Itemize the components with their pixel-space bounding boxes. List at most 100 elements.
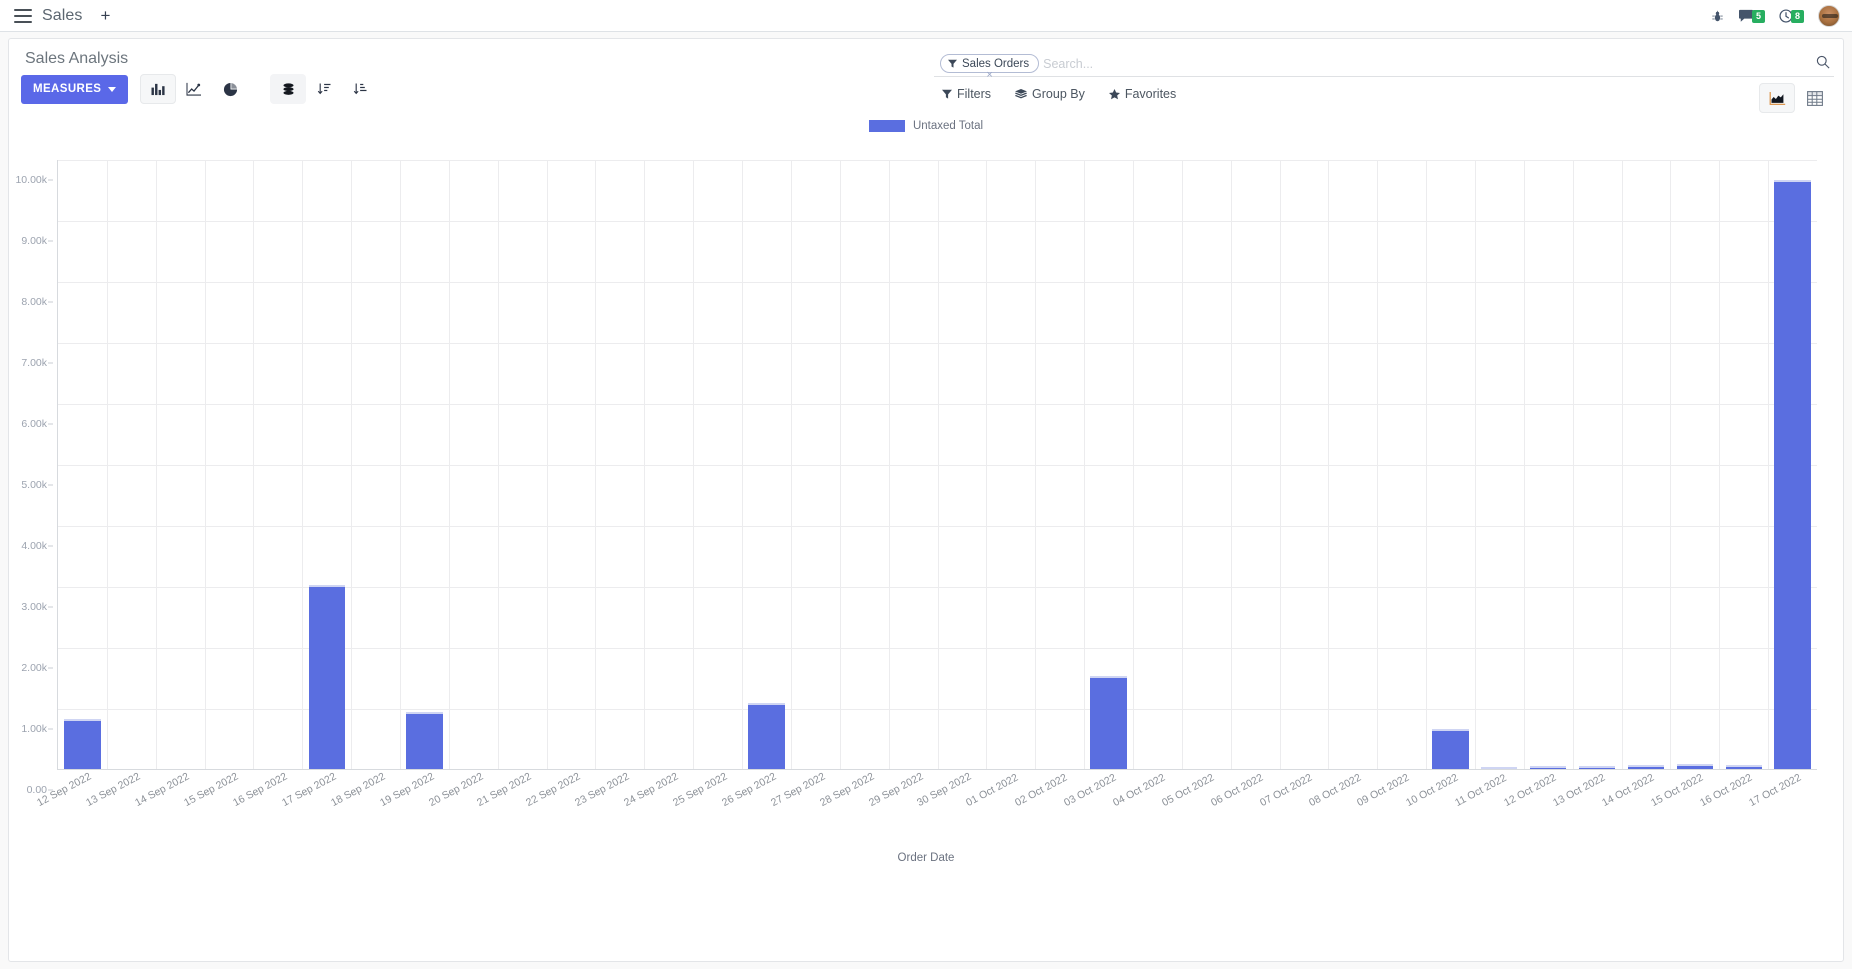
y-axis-tick-mark bbox=[48, 667, 53, 669]
gridline-vertical bbox=[839, 160, 841, 769]
search-box[interactable]: Sales Orders × bbox=[934, 51, 1834, 81]
gridline-vertical bbox=[595, 160, 597, 769]
chart-legend: Untaxed Total bbox=[9, 110, 1843, 132]
gridline-vertical bbox=[1084, 160, 1086, 769]
y-axis-tick-mark bbox=[48, 484, 53, 486]
group-by-dropdown[interactable]: Group By bbox=[1015, 87, 1085, 101]
chart-bar[interactable] bbox=[1579, 766, 1616, 769]
gridline-vertical bbox=[351, 160, 353, 769]
x-axis-tick-label: 18 Sep 2022 bbox=[328, 770, 388, 810]
sort-descending-icon[interactable] bbox=[306, 74, 342, 104]
x-axis-tick-label: 04 Oct 2022 bbox=[1111, 771, 1168, 810]
measures-label: MEASURES bbox=[33, 83, 102, 95]
y-axis-tick-label: 0.00 bbox=[26, 784, 47, 796]
chevron-down-icon bbox=[108, 86, 117, 92]
filters-dropdown[interactable]: Filters bbox=[942, 87, 991, 101]
app-brand-sales[interactable]: Sales bbox=[42, 6, 83, 24]
chart-bar[interactable] bbox=[1627, 765, 1665, 769]
y-axis-tick-mark bbox=[48, 423, 53, 425]
gridline-vertical bbox=[448, 160, 450, 769]
gridline-vertical bbox=[1377, 160, 1379, 769]
x-axis-tick-label: 13 Oct 2022 bbox=[1551, 771, 1608, 810]
y-axis-tick-label: 2.00k bbox=[21, 662, 47, 674]
plot-area bbox=[57, 160, 1817, 770]
x-axis-tick-label: 01 Oct 2022 bbox=[964, 771, 1021, 810]
filter-icon bbox=[948, 59, 957, 68]
x-axis-tick-label: 26 Sep 2022 bbox=[719, 770, 779, 810]
legend-label-untaxed-total: Untaxed Total bbox=[912, 120, 984, 132]
user-avatar[interactable] bbox=[1818, 5, 1840, 27]
activities-count-badge: 8 bbox=[1791, 9, 1804, 23]
y-axis-tick-mark bbox=[48, 179, 53, 181]
x-axis-tick-label: 05 Oct 2022 bbox=[1159, 771, 1217, 810]
messages-menu[interactable]: 5 bbox=[1738, 9, 1765, 23]
chart-bar[interactable] bbox=[1090, 675, 1127, 769]
x-axis-tick-label: 11 Oct 2022 bbox=[1453, 771, 1509, 810]
gridline-vertical bbox=[1230, 160, 1232, 769]
bar-chart-icon[interactable] bbox=[140, 74, 177, 104]
search-icon[interactable] bbox=[1816, 55, 1830, 74]
line-chart-icon[interactable] bbox=[176, 74, 212, 104]
control-panel: Sales Analysis MEASURES bbox=[9, 39, 1843, 113]
chart-bar[interactable] bbox=[64, 718, 101, 769]
x-axis-tick-label: 08 Oct 2022 bbox=[1306, 771, 1363, 810]
chart-bar[interactable] bbox=[748, 702, 785, 769]
x-axis-tick-label: 16 Sep 2022 bbox=[231, 770, 290, 810]
chart-bar[interactable] bbox=[406, 711, 443, 769]
favorites-dropdown[interactable]: Favorites bbox=[1108, 87, 1176, 101]
chart-bar[interactable] bbox=[308, 585, 345, 769]
view-switcher bbox=[1759, 83, 1833, 113]
bug-icon[interactable] bbox=[1711, 10, 1724, 23]
activities-menu[interactable]: 8 bbox=[1779, 9, 1804, 23]
gridline-vertical bbox=[1132, 160, 1134, 769]
x-axis-labels: 12 Sep 2022 13 Sep 2022 14 Sep 2022 15 Sep … bbox=[36, 770, 1817, 844]
stacked-icon[interactable] bbox=[270, 74, 307, 104]
chart-bar[interactable] bbox=[1725, 765, 1762, 769]
y-axis-tick-label: 9.00k bbox=[21, 235, 47, 247]
x-axis-tick-label: 13 Sep 2022 bbox=[84, 770, 143, 810]
y-axis-tick-label: 1.00k bbox=[21, 723, 47, 735]
gridline-vertical bbox=[1670, 160, 1672, 769]
chart-bar[interactable] bbox=[1530, 766, 1567, 769]
chart-bar[interactable] bbox=[1432, 728, 1469, 769]
filter-icon bbox=[942, 89, 952, 99]
gridline-vertical bbox=[790, 160, 792, 769]
chart-bar[interactable] bbox=[1481, 766, 1518, 769]
y-axis-tick-mark bbox=[48, 545, 53, 547]
control-panel-buttons: MEASURES bbox=[21, 74, 1831, 104]
pivot-view-icon[interactable] bbox=[1797, 83, 1833, 113]
gridline-vertical bbox=[986, 160, 988, 769]
chart-bar[interactable] bbox=[1774, 180, 1811, 769]
graph-view-icon[interactable] bbox=[1759, 83, 1795, 113]
x-axis-tick-label: 21 Sep 2022 bbox=[475, 770, 534, 810]
x-axis-tick-label: 30 Sep 2022 bbox=[915, 770, 974, 810]
close-icon[interactable]: × bbox=[986, 69, 993, 81]
x-axis-tick-label: 09 Oct 2022 bbox=[1355, 771, 1412, 810]
search-input[interactable] bbox=[1043, 56, 1834, 71]
y-axis-tick-mark bbox=[48, 301, 53, 303]
x-axis-tick-label: 17 Sep 2022 bbox=[279, 770, 339, 810]
measures-dropdown-button[interactable]: MEASURES bbox=[21, 74, 129, 104]
gridline-vertical bbox=[742, 160, 744, 769]
gridline-vertical bbox=[644, 160, 646, 769]
pie-chart-icon[interactable] bbox=[212, 74, 248, 104]
new-tab-button[interactable]: + bbox=[100, 6, 111, 25]
search-panel: Sales Orders × Filters bbox=[934, 51, 1834, 101]
gridline-vertical bbox=[1035, 160, 1037, 769]
chart-bar[interactable] bbox=[1676, 764, 1713, 769]
top-navbar: Sales + 5 8 bbox=[0, 0, 1852, 32]
x-axis-tick-label: 28 Sep 2022 bbox=[817, 770, 876, 810]
sort-ascending-icon[interactable] bbox=[342, 74, 378, 104]
x-axis-tick-label: 27 Sep 2022 bbox=[768, 770, 828, 810]
search-facet-sales-orders[interactable]: Sales Orders × bbox=[940, 54, 1040, 81]
group-by-label: Group By bbox=[1032, 87, 1085, 101]
graph-view: Untaxed Total 0.00 1.00k 2.00k 3.00k 4.00k 5.… bbox=[9, 110, 1843, 961]
chart-type-group bbox=[140, 74, 248, 104]
gridline-vertical bbox=[693, 160, 695, 769]
y-axis-tick-mark bbox=[48, 240, 53, 242]
x-axis-tick-label: 24 Sep 2022 bbox=[622, 770, 681, 810]
gridline-vertical bbox=[1768, 160, 1770, 769]
hamburger-menu-icon[interactable] bbox=[14, 8, 32, 23]
gridline-vertical bbox=[1572, 160, 1574, 769]
x-axis-tick-label: 23 Sep 2022 bbox=[573, 770, 632, 810]
